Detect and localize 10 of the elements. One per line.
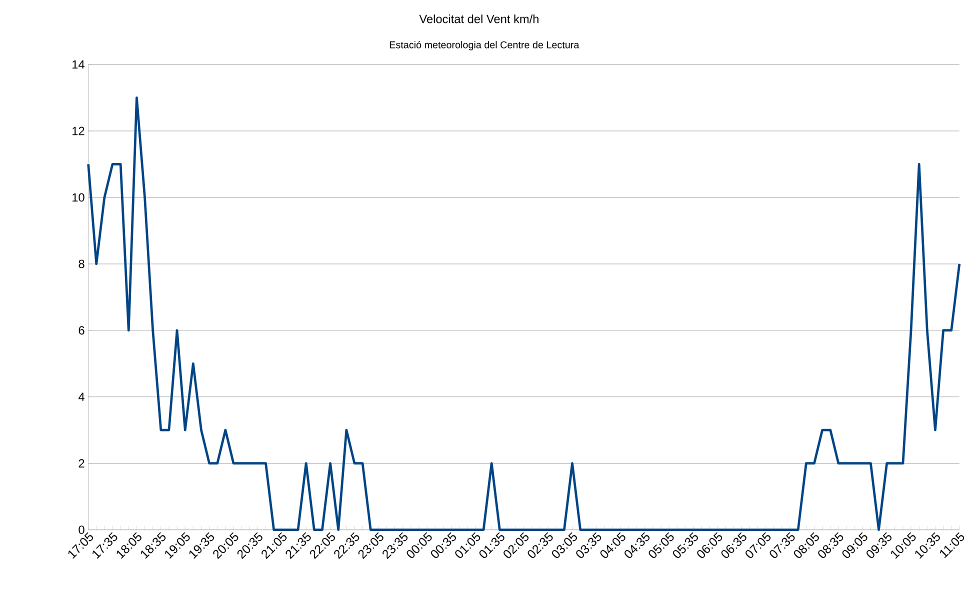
chart-title: Velocitat del Vent km/h [419, 14, 538, 24]
y-tick-label: 0 [78, 525, 84, 534]
y-tick-label: 12 [72, 126, 84, 135]
chart-subtitle: Estació meteorologia del Centre de Lectura [390, 40, 580, 50]
y-tick-label: 14 [72, 60, 84, 68]
y-tick-label: 2 [78, 459, 84, 468]
y-tick-label: 10 [72, 193, 84, 202]
y-tick-label: 8 [78, 260, 84, 268]
y-tick-label: 4 [78, 392, 84, 401]
y-tick-label: 6 [78, 326, 84, 334]
